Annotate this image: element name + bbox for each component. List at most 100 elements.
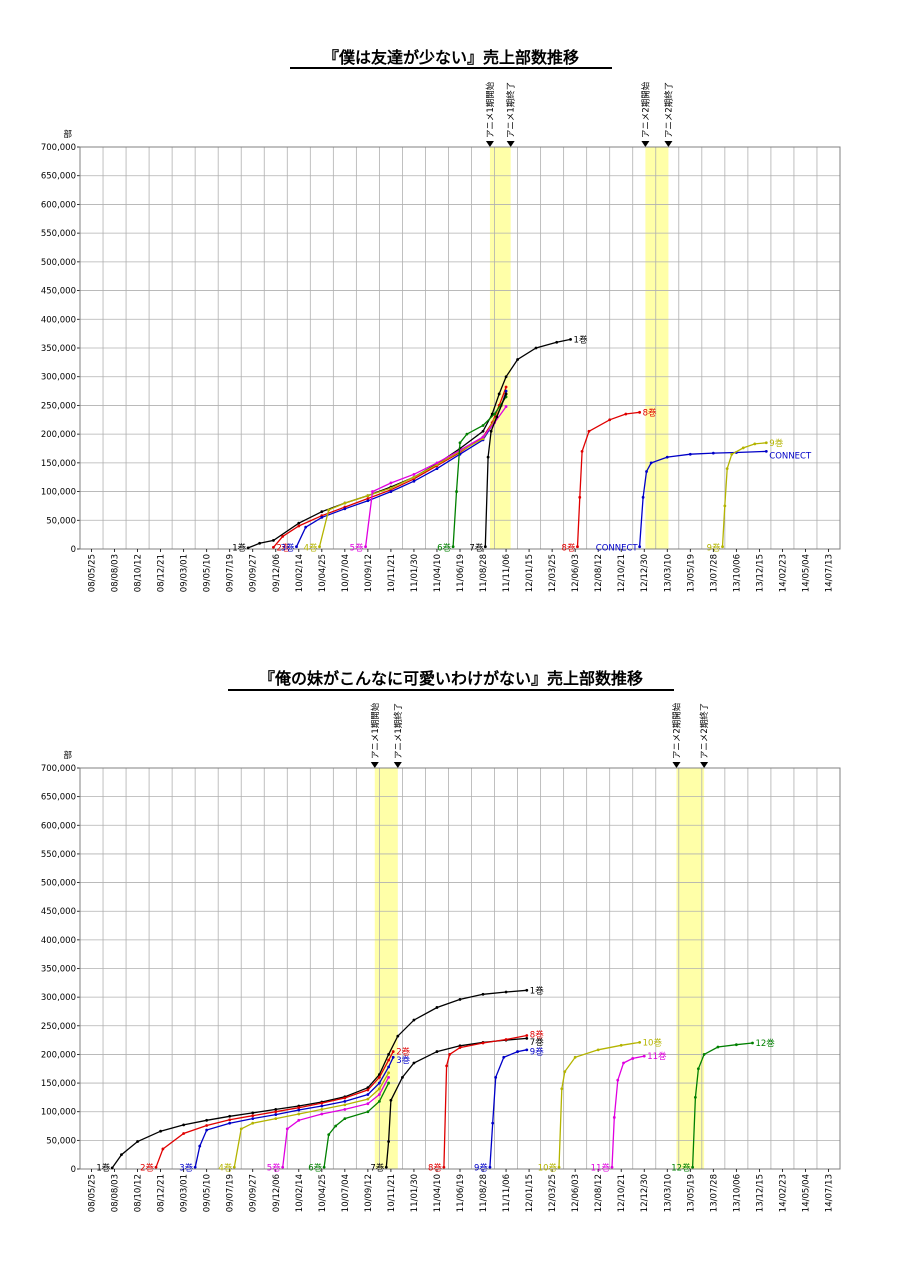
x-tick-label: 14/07/13 bbox=[824, 1174, 834, 1212]
series-label: 9巻 bbox=[707, 542, 721, 553]
data-point bbox=[481, 1041, 485, 1045]
data-point bbox=[555, 340, 559, 344]
data-point bbox=[391, 1055, 395, 1059]
x-tick-label: 09/09/27 bbox=[249, 554, 259, 592]
data-point bbox=[159, 1129, 163, 1133]
series-label: 9巻 bbox=[769, 438, 783, 449]
series-line bbox=[233, 1072, 390, 1168]
data-point bbox=[274, 1117, 278, 1120]
series-label: 8巻 bbox=[428, 1162, 442, 1173]
data-point bbox=[232, 1165, 236, 1169]
series-line bbox=[295, 390, 507, 547]
x-tick-label: 09/12/06 bbox=[272, 554, 282, 592]
data-point bbox=[631, 1057, 635, 1060]
series-line bbox=[247, 338, 571, 549]
data-point bbox=[435, 1006, 439, 1009]
series-label: 1巻 bbox=[232, 542, 246, 553]
data-point bbox=[396, 1034, 400, 1038]
data-point bbox=[389, 481, 393, 485]
x-tick-label: 13/10/06 bbox=[732, 554, 742, 592]
x-tick-label: 12/03/25 bbox=[548, 554, 558, 592]
data-point bbox=[741, 446, 745, 450]
data-point bbox=[297, 521, 301, 525]
y-tick-label: 250,000 bbox=[41, 1022, 76, 1032]
series-1巻 bbox=[246, 337, 572, 550]
x-tick-label: 13/07/28 bbox=[709, 554, 719, 592]
data-point bbox=[502, 1055, 506, 1059]
data-point bbox=[642, 1054, 646, 1058]
chart-title-haganai: 『僕は友達が少ない』売上部数推移 bbox=[322, 48, 580, 67]
x-tick-label: 12/06/03 bbox=[571, 1174, 581, 1212]
x-tick-label: 09/03/01 bbox=[180, 554, 190, 592]
x-tick-label: 12/03/25 bbox=[548, 1174, 558, 1212]
y-tick-label: 300,000 bbox=[41, 373, 76, 383]
data-point bbox=[320, 1101, 324, 1105]
data-point bbox=[327, 1133, 331, 1137]
series-label: 2巻 bbox=[396, 1047, 410, 1058]
series-label: 8巻 bbox=[562, 542, 576, 553]
data-point bbox=[366, 1088, 370, 1092]
series-label: 2巻 bbox=[140, 1162, 154, 1173]
data-point bbox=[504, 385, 508, 389]
data-point bbox=[711, 451, 715, 455]
series-line bbox=[318, 393, 507, 547]
data-point bbox=[297, 1108, 301, 1112]
x-tick-label: 10/07/04 bbox=[341, 554, 351, 592]
data-point bbox=[387, 1071, 391, 1075]
anime-marker-label: アニメ2期開始 bbox=[671, 702, 682, 759]
data-point bbox=[272, 538, 275, 542]
y-tick-label: 200,000 bbox=[41, 430, 76, 440]
x-tick-label: 11/06/19 bbox=[456, 1174, 466, 1212]
series-label: 12巻 bbox=[671, 1162, 691, 1173]
anime-marker-label: アニメ1期終了 bbox=[506, 82, 517, 138]
data-point bbox=[246, 546, 250, 550]
data-point bbox=[716, 1045, 720, 1049]
anime-marker-label: アニメ1期終了 bbox=[393, 703, 404, 759]
y-tick-label: 150,000 bbox=[41, 459, 76, 469]
anime-marker-arrow bbox=[370, 762, 379, 768]
data-point bbox=[557, 1165, 561, 1169]
data-point bbox=[136, 1140, 139, 1143]
series-label: 9巻 bbox=[530, 1047, 544, 1058]
x-tick-label: 09/03/01 bbox=[180, 1174, 190, 1212]
data-point bbox=[497, 392, 501, 396]
data-point bbox=[612, 1116, 616, 1119]
x-tick-label: 12/06/03 bbox=[571, 554, 581, 592]
data-point bbox=[734, 1043, 738, 1047]
data-point bbox=[753, 442, 757, 446]
data-point bbox=[251, 1117, 255, 1120]
series-label: 3巻 bbox=[281, 542, 295, 553]
anime-marker-label: アニメ1期開始 bbox=[370, 702, 381, 759]
y-tick-label: 150,000 bbox=[41, 1079, 76, 1089]
anime-marker-arrow bbox=[700, 762, 709, 768]
data-point bbox=[182, 1123, 186, 1127]
x-tick-label: 10/11/21 bbox=[387, 1174, 397, 1212]
series-4巻 bbox=[318, 392, 508, 549]
data-point bbox=[377, 1093, 381, 1096]
data-point bbox=[525, 1034, 529, 1037]
y-tick-label: 0 bbox=[71, 1165, 76, 1175]
data-point bbox=[281, 534, 285, 538]
data-point bbox=[343, 1117, 347, 1120]
x-tick-label: 14/02/23 bbox=[778, 554, 788, 592]
x-tick-label: 09/05/10 bbox=[203, 1174, 213, 1212]
data-point bbox=[297, 1118, 301, 1122]
data-point bbox=[488, 1165, 492, 1169]
x-tick-label: 14/05/04 bbox=[801, 554, 811, 592]
series-8巻 bbox=[442, 1034, 529, 1169]
data-point bbox=[366, 1093, 370, 1096]
series-label: 10巻 bbox=[538, 1162, 558, 1173]
y-tick-label: 0 bbox=[71, 545, 76, 555]
data-point bbox=[624, 412, 628, 416]
x-tick-label: 13/05/19 bbox=[686, 1174, 696, 1212]
data-point bbox=[281, 1165, 285, 1169]
x-tick-label: 10/11/21 bbox=[387, 554, 397, 592]
x-tick-label: 12/12/30 bbox=[640, 1174, 650, 1212]
chart-title-oreimo: 『俺の妹がこんなに可愛いわけがない』売上部数推移 bbox=[258, 669, 644, 688]
x-tick-label: 12/01/15 bbox=[525, 554, 535, 592]
series-line bbox=[282, 1076, 390, 1168]
x-tick-label: 12/12/30 bbox=[640, 554, 650, 592]
series-12巻 bbox=[691, 1041, 754, 1169]
data-point bbox=[272, 545, 275, 549]
anime-marker-arrow bbox=[641, 141, 650, 147]
